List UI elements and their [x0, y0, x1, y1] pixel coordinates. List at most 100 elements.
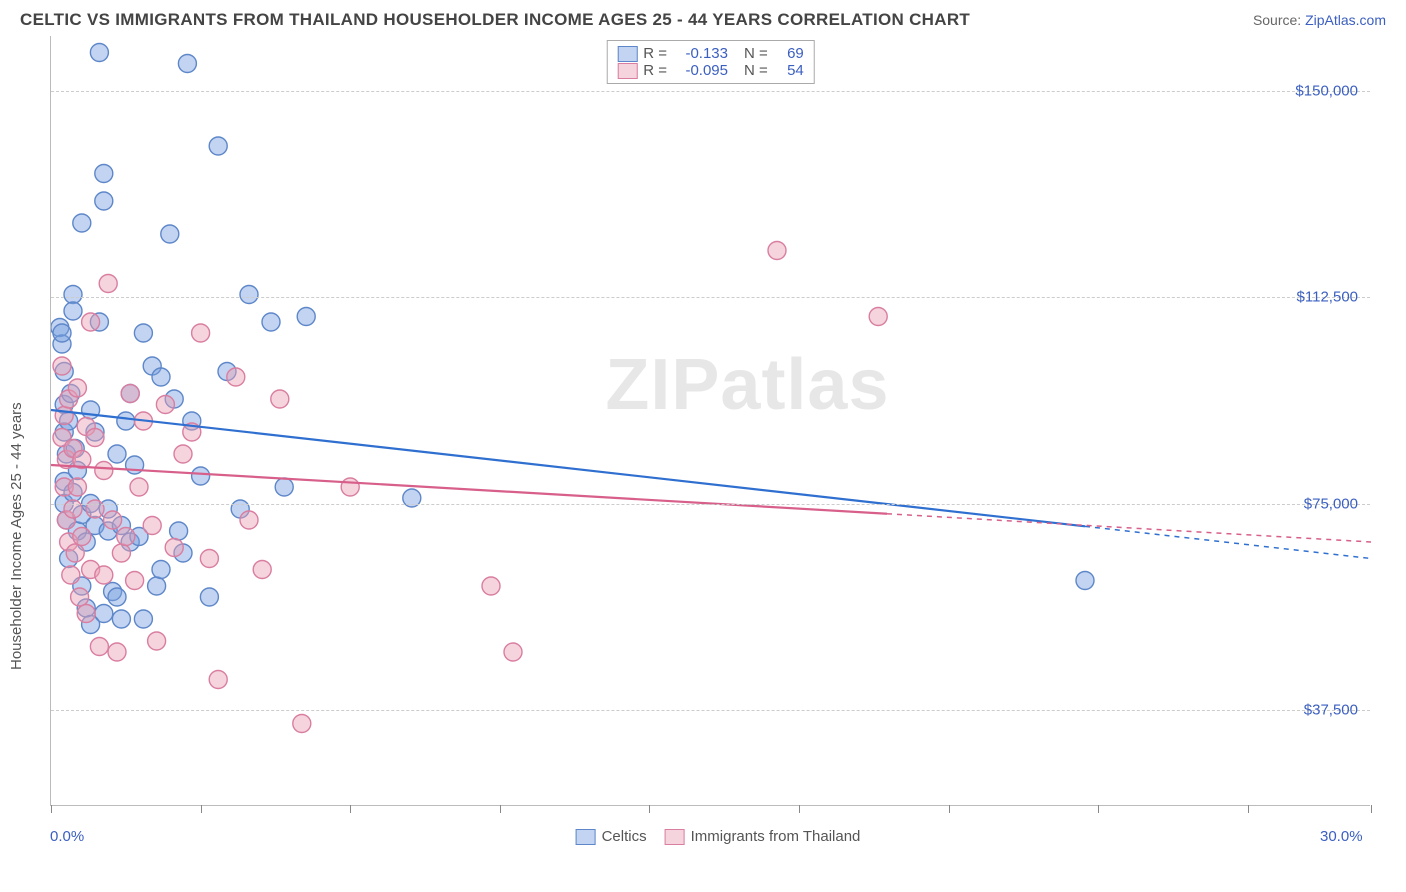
- scatter-point: [121, 385, 139, 403]
- scatter-point: [73, 528, 91, 546]
- gridline-h: [51, 297, 1370, 298]
- scatter-point: [209, 671, 227, 689]
- scatter-point: [1076, 572, 1094, 590]
- scatter-point: [55, 407, 73, 425]
- xtick: [1371, 805, 1372, 813]
- gridline-h: [51, 91, 1370, 92]
- scatter-point: [178, 55, 196, 73]
- chart-title: CELTIC VS IMMIGRANTS FROM THAILAND HOUSE…: [20, 10, 970, 30]
- ytick-label: $75,000: [1304, 495, 1358, 512]
- legend-series-name: Immigrants from Thailand: [691, 828, 861, 845]
- scatter-point: [108, 588, 126, 606]
- legend-series-name: Celtics: [602, 828, 647, 845]
- scatter-point: [192, 324, 210, 342]
- plot-region: ZIPatlas R =-0.133N =69R =-0.095N =54 $3…: [50, 36, 1370, 806]
- scatter-point: [275, 478, 293, 496]
- header-bar: CELTIC VS IMMIGRANTS FROM THAILAND HOUSE…: [0, 0, 1406, 36]
- scatter-point: [90, 44, 108, 62]
- ytick-label: $150,000: [1295, 83, 1358, 100]
- xtick: [799, 805, 800, 813]
- scatter-point: [117, 528, 135, 546]
- scatter-overlay: [51, 36, 1371, 806]
- scatter-point: [293, 715, 311, 733]
- source-label: Source: ZipAtlas.com: [1253, 12, 1386, 28]
- scatter-point: [262, 313, 280, 331]
- xtick: [500, 805, 501, 813]
- scatter-point: [53, 324, 71, 342]
- scatter-point: [768, 242, 786, 260]
- gridline-h: [51, 710, 1370, 711]
- yaxis-label: Householder Income Ages 25 - 44 years: [8, 402, 25, 670]
- scatter-point: [117, 412, 135, 430]
- scatter-point: [170, 522, 188, 540]
- legend-swatch: [665, 829, 685, 845]
- scatter-point: [77, 605, 95, 623]
- scatter-point: [108, 445, 126, 463]
- xtick: [649, 805, 650, 813]
- scatter-point: [95, 192, 113, 210]
- scatter-point: [99, 275, 117, 293]
- legend-item: Immigrants from Thailand: [665, 828, 861, 845]
- scatter-point: [95, 566, 113, 584]
- xtick: [1098, 805, 1099, 813]
- scatter-point: [200, 550, 218, 568]
- scatter-point: [341, 478, 359, 496]
- legend-swatch: [576, 829, 596, 845]
- scatter-point: [68, 379, 86, 397]
- scatter-point: [73, 214, 91, 232]
- chart-area: ZIPatlas R =-0.133N =69R =-0.095N =54 $3…: [50, 36, 1386, 806]
- scatter-point: [112, 544, 130, 562]
- xtick: [949, 805, 950, 813]
- gridline-h: [51, 504, 1370, 505]
- scatter-point: [66, 544, 84, 562]
- scatter-point: [82, 313, 100, 331]
- scatter-point: [240, 286, 258, 304]
- scatter-point: [227, 368, 245, 386]
- trend-line-extrapolation: [1085, 526, 1371, 558]
- scatter-point: [869, 308, 887, 326]
- scatter-point: [200, 588, 218, 606]
- ytick-label: $37,500: [1304, 701, 1358, 718]
- scatter-point: [95, 605, 113, 623]
- scatter-point: [148, 632, 166, 650]
- scatter-point: [209, 137, 227, 155]
- scatter-point: [156, 396, 174, 414]
- scatter-point: [271, 390, 289, 408]
- scatter-point: [112, 610, 130, 628]
- xtick: [1248, 805, 1249, 813]
- scatter-point: [148, 577, 166, 595]
- scatter-point: [90, 638, 108, 656]
- scatter-point: [130, 478, 148, 496]
- scatter-point: [82, 401, 100, 419]
- scatter-point: [174, 445, 192, 463]
- xaxis-end-label: 30.0%: [1320, 828, 1363, 845]
- scatter-point: [152, 561, 170, 579]
- scatter-point: [53, 357, 71, 375]
- scatter-point: [86, 429, 104, 447]
- scatter-point: [143, 517, 161, 535]
- legend-item: Celtics: [576, 828, 647, 845]
- scatter-point: [134, 324, 152, 342]
- scatter-point: [64, 302, 82, 320]
- scatter-point: [504, 643, 522, 661]
- scatter-point: [297, 308, 315, 326]
- source-prefix: Source:: [1253, 12, 1305, 28]
- trend-line-extrapolation: [887, 514, 1371, 542]
- scatter-point: [240, 511, 258, 529]
- scatter-point: [64, 286, 82, 304]
- ytick-label: $112,500: [1297, 289, 1358, 306]
- scatter-point: [95, 462, 113, 480]
- xtick: [350, 805, 351, 813]
- scatter-point: [161, 225, 179, 243]
- legend-series: Celtics Immigrants from Thailand: [576, 828, 861, 845]
- scatter-point: [134, 610, 152, 628]
- xtick: [51, 805, 52, 813]
- source-link[interactable]: ZipAtlas.com: [1305, 12, 1386, 28]
- scatter-point: [126, 572, 144, 590]
- scatter-point: [482, 577, 500, 595]
- scatter-point: [152, 368, 170, 386]
- scatter-point: [104, 511, 122, 529]
- scatter-point: [165, 539, 183, 557]
- scatter-point: [108, 643, 126, 661]
- scatter-point: [95, 165, 113, 183]
